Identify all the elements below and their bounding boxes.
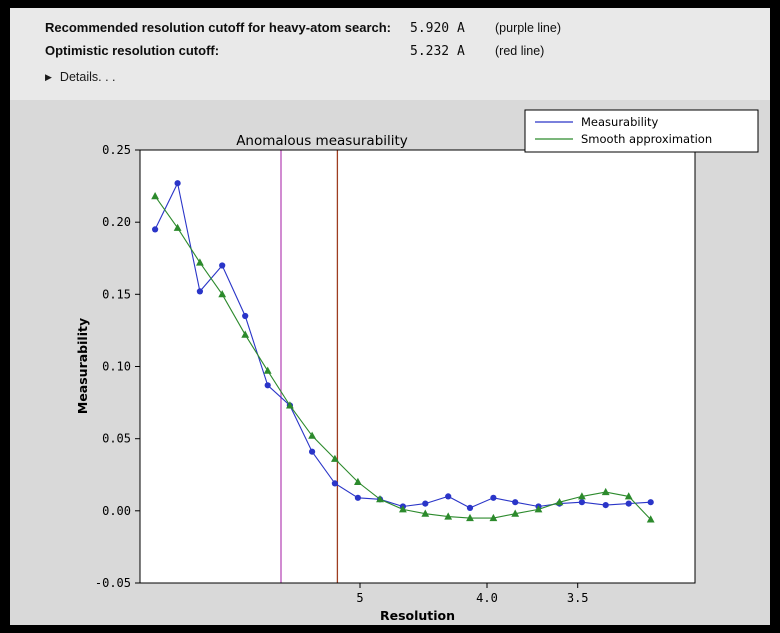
data-point-marker bbox=[174, 180, 181, 187]
measurability-chart: 0.25 0.20 0.15 0.10 0.05 0.00 -0.05 5 4.0 3.5 Anom… bbox=[75, 109, 759, 623]
data-point-marker bbox=[173, 223, 182, 231]
data-point-marker bbox=[399, 505, 407, 513]
chart-title: Anomalous measurability bbox=[236, 133, 408, 149]
plot-area bbox=[140, 150, 695, 583]
recommended-cutoff-value: 5.920 A bbox=[410, 21, 465, 36]
y-tick-label: -0.05 bbox=[95, 576, 131, 590]
y-tick-label: 0.15 bbox=[102, 287, 131, 301]
data-point-marker bbox=[241, 330, 250, 338]
y-axis-label: Measurability bbox=[75, 318, 90, 414]
data-point-marker bbox=[421, 509, 430, 517]
header: Recommended resolution cutoff for heavy-… bbox=[45, 20, 762, 84]
data-point-marker bbox=[511, 509, 520, 517]
legend-box bbox=[524, 109, 759, 153]
details-arrow-icon: ▶ bbox=[45, 71, 52, 82]
x-tick-label: 5 bbox=[356, 591, 363, 605]
data-point-marker bbox=[218, 290, 227, 298]
data-point-marker bbox=[534, 505, 543, 513]
data-point-marker bbox=[490, 494, 497, 501]
data-point-marker bbox=[555, 498, 564, 506]
data-point-marker bbox=[263, 366, 272, 374]
data-point-marker bbox=[466, 504, 474, 511]
details-label: Details. . . bbox=[59, 70, 116, 84]
data-point-marker bbox=[376, 495, 384, 503]
data-point-marker bbox=[196, 288, 203, 295]
legend-entry-label: Measurability bbox=[581, 115, 658, 129]
recommended-cutoff-label: Recommended resolution cutoff for heavy-… bbox=[45, 20, 392, 35]
x-tick-label: 4.0 bbox=[476, 591, 498, 605]
data-point-marker bbox=[578, 499, 586, 506]
data-point-marker bbox=[647, 499, 654, 506]
recommended-cutoff-note: (purple line) bbox=[495, 21, 562, 35]
data-point-marker bbox=[445, 493, 452, 500]
data-point-marker bbox=[601, 487, 610, 496]
data-point-marker bbox=[309, 448, 316, 455]
data-point-marker bbox=[152, 226, 159, 233]
data-point-marker bbox=[151, 192, 159, 200]
data-point-marker bbox=[354, 494, 361, 501]
panel: Recommended resolution cutoff for heavy-… bbox=[10, 8, 770, 625]
optimistic-cutoff-value: 5.232 A bbox=[410, 44, 465, 59]
data-point-marker bbox=[264, 382, 271, 389]
figure-area: 0.25 0.20 0.15 0.10 0.05 0.00 -0.05 5 4.0 3.5 Anom… bbox=[10, 100, 770, 625]
y-tick-label: 0.00 bbox=[102, 504, 131, 518]
x-axis-label: Resolution bbox=[380, 608, 455, 623]
data-point-marker bbox=[219, 262, 226, 269]
data-point-marker bbox=[196, 258, 204, 266]
y-tick-label: 0.10 bbox=[102, 360, 131, 374]
optimistic-cutoff-label: Optimistic resolution cutoff: bbox=[45, 43, 220, 58]
optimistic-cutoff-row: Optimistic resolution cutoff: 5.232 A (r… bbox=[45, 43, 762, 59]
data-point-marker bbox=[444, 512, 453, 520]
legend-entry-label: Smooth approximation bbox=[581, 132, 712, 146]
data-point-marker bbox=[624, 492, 633, 500]
data-point-marker bbox=[646, 515, 655, 523]
data-point-marker bbox=[489, 513, 498, 522]
data-point-marker bbox=[242, 312, 249, 320]
data-point-marker bbox=[466, 513, 474, 522]
data-point-marker bbox=[354, 477, 362, 485]
data-point-marker bbox=[286, 401, 294, 409]
recommended-cutoff-row: Recommended resolution cutoff for heavy-… bbox=[45, 20, 762, 36]
data-point-marker bbox=[625, 500, 632, 507]
data-point-marker bbox=[602, 502, 609, 509]
data-point-marker bbox=[331, 454, 339, 462]
y-tick-label: 0.20 bbox=[102, 215, 131, 229]
x-tick-label: 3.5 bbox=[567, 591, 589, 605]
optimistic-cutoff-note: (red line) bbox=[495, 44, 545, 58]
data-point-marker bbox=[422, 500, 429, 507]
y-tick-label: 0.05 bbox=[102, 432, 131, 446]
data-point-marker bbox=[308, 431, 316, 439]
data-point-marker bbox=[331, 480, 338, 487]
data-point-marker bbox=[512, 499, 519, 506]
details-toggle[interactable]: ▶ Details. . . bbox=[45, 70, 116, 84]
y-tick-label: 0.25 bbox=[102, 143, 131, 157]
data-point-marker bbox=[578, 492, 586, 500]
